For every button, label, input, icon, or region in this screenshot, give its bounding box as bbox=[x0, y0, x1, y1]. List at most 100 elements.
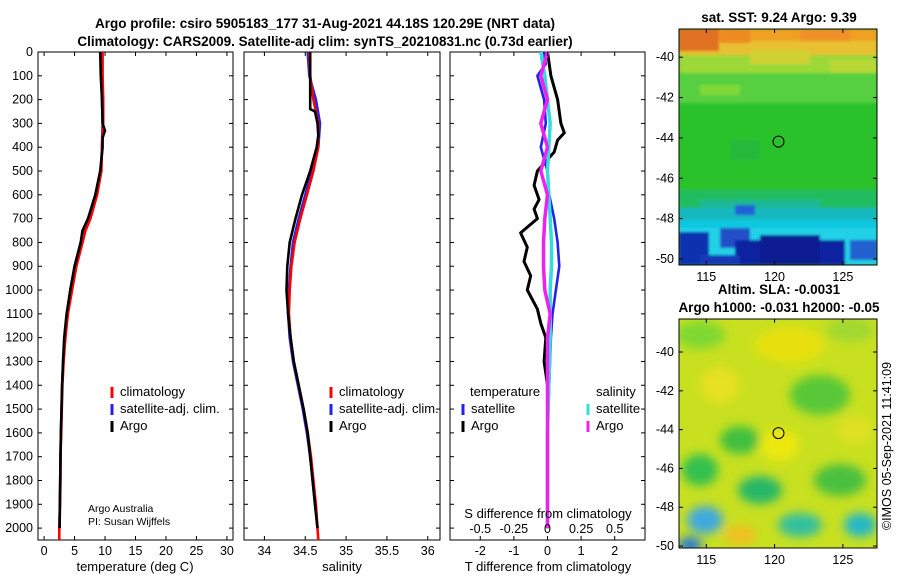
x2-tick-label: -0.25 bbox=[500, 522, 529, 536]
map-y-tick-label: -50 bbox=[656, 252, 674, 266]
depth-tick-label: 600 bbox=[12, 188, 33, 202]
legend-label: Argo bbox=[339, 418, 366, 433]
x-tick-label: 34 bbox=[257, 544, 271, 558]
depth-tick-label: 300 bbox=[12, 116, 33, 130]
salinity-panel: 34 34.5 35 35.5 36 climatology satellite-adj. … bbox=[257, 51, 439, 558]
series-argo bbox=[58, 51, 107, 529]
credit-line-2: PI: Susan Wijffels bbox=[88, 516, 170, 528]
x-tick-label: 0 bbox=[544, 544, 551, 558]
sla-map-axes bbox=[678, 318, 878, 549]
sla-map-ticks: 115 120 125 -40 -42 -44 -46 -48 -50 bbox=[656, 319, 877, 567]
t-difference-xlabel: T difference from climatology bbox=[465, 559, 632, 574]
s-difference-xlabel: S difference from climatology bbox=[464, 506, 632, 521]
depth-tick-label: 1800 bbox=[5, 473, 33, 487]
x-tick-label: 1 bbox=[578, 544, 585, 558]
depth-tick-label: 1000 bbox=[5, 283, 33, 297]
map-x-tick-label: 120 bbox=[764, 270, 785, 284]
x-tick-label: 5 bbox=[71, 544, 78, 558]
sla-map-title: Altim. SLA: -0.0031 bbox=[718, 282, 841, 297]
depth-tick-label: 1600 bbox=[5, 426, 33, 440]
legend-salinity-title: salinity bbox=[596, 384, 636, 399]
series-climatology bbox=[287, 51, 320, 541]
x2-tick-label: 0.5 bbox=[606, 522, 623, 536]
x-tick-label: 20 bbox=[159, 544, 173, 558]
depth-tick-label: 500 bbox=[12, 164, 33, 178]
x-tick-label: 25 bbox=[189, 544, 203, 558]
x-tick-label: 34.5 bbox=[293, 544, 317, 558]
sla-argo-marker bbox=[772, 427, 785, 440]
map-y-tick-label: -46 bbox=[656, 461, 674, 475]
legend-temperature-title: temperature bbox=[470, 384, 540, 399]
depth-tick-label: 1900 bbox=[5, 497, 33, 511]
x-tick-label: -2 bbox=[475, 544, 486, 558]
legend-label: satellite-adj. clim. bbox=[339, 401, 439, 416]
legend-label: climatology bbox=[339, 384, 405, 399]
map-y-tick-label: -42 bbox=[656, 91, 674, 105]
series-satellite-adj-clim- bbox=[58, 51, 104, 529]
x-tick-label: 15 bbox=[129, 544, 143, 558]
depth-tick-label: 1700 bbox=[5, 450, 33, 464]
legend-label: Argo bbox=[471, 418, 498, 433]
x-tick-label: 36 bbox=[421, 544, 435, 558]
depth-tick-label: 100 bbox=[12, 69, 33, 83]
sst-map-ticks: 115 120 125 -40 -42 -44 -46 -48 -50 bbox=[656, 29, 877, 284]
difference-panel: -2 -1 0 1 2 -0.5 -0.25 0 0.25 0.5 temperature satel… bbox=[461, 51, 640, 558]
depth-tick-label: 2000 bbox=[5, 521, 33, 535]
map-y-tick-label: -40 bbox=[656, 50, 674, 64]
legend-label: climatology bbox=[120, 384, 186, 399]
map-y-tick-label: -48 bbox=[656, 500, 674, 514]
temperature-panel: 0 5 10 15 20 25 30 climatology satellite-adj. cl… bbox=[41, 51, 234, 558]
legend-label: satellite-adj. clim. bbox=[120, 401, 220, 416]
temperature-axes bbox=[37, 51, 234, 541]
watermark: ©IMOS 05-Sep-2021 11:41:09 bbox=[880, 362, 894, 530]
credit-line-1: Argo Australia bbox=[88, 503, 154, 515]
x-tick-label: 2 bbox=[611, 544, 618, 558]
title-line-2: Climatology: CARS2009. Satellite-adj cli… bbox=[77, 34, 572, 49]
map-x-tick-label: 125 bbox=[832, 270, 853, 284]
map-y-tick-label: -40 bbox=[656, 345, 674, 359]
x-tick-label: 35.5 bbox=[375, 544, 399, 558]
x-tick-label: 35 bbox=[339, 544, 353, 558]
series-satellite-adj-clim- bbox=[286, 51, 322, 529]
map-y-tick-label: -50 bbox=[656, 539, 674, 553]
map-y-tick-label: -48 bbox=[656, 212, 674, 226]
depth-axis: 0 100 200 300 400 500 600 700 800 900 1000 1100 1200… bbox=[5, 45, 645, 535]
sst-map-axes bbox=[678, 28, 878, 266]
map-y-tick-label: -44 bbox=[656, 131, 674, 145]
sst-argo-marker bbox=[772, 135, 785, 148]
legend-label: Argo bbox=[120, 418, 147, 433]
map-x-tick-label: 125 bbox=[832, 553, 853, 567]
map-y-tick-label: -44 bbox=[656, 423, 674, 437]
x-tick-label: 10 bbox=[98, 544, 112, 558]
x2-tick-label: 0.25 bbox=[569, 522, 593, 536]
depth-tick-label: 700 bbox=[12, 212, 33, 226]
sla-map-subtitle: Argo h1000: -0.031 h2000: -0.05 bbox=[678, 300, 880, 315]
series-s-argo bbox=[539, 51, 552, 529]
series-t-argo bbox=[519, 51, 566, 529]
x-tick-label: -1 bbox=[508, 544, 519, 558]
map-x-tick-label: 120 bbox=[764, 553, 785, 567]
depth-tick-label: 1400 bbox=[5, 378, 33, 392]
map-y-tick-label: -46 bbox=[656, 171, 674, 185]
sla-heatmap bbox=[679, 319, 877, 548]
legend-label: satellite bbox=[471, 401, 515, 416]
series-climatology bbox=[57, 52, 105, 540]
depth-tick-label: 1500 bbox=[5, 402, 33, 416]
map-x-tick-label: 115 bbox=[696, 270, 716, 284]
salinity-xlabel: salinity bbox=[322, 559, 362, 574]
depth-tick-label: 1100 bbox=[6, 307, 33, 321]
sst-heatmap bbox=[679, 29, 877, 265]
salinity-axes bbox=[243, 51, 441, 541]
map-x-tick-label: 115 bbox=[696, 553, 716, 567]
depth-tick-label: 400 bbox=[12, 140, 33, 154]
depth-tick-label: 1300 bbox=[5, 354, 33, 368]
map-y-tick-label: -42 bbox=[656, 384, 674, 398]
legend-label: Argo bbox=[596, 418, 623, 433]
depth-tick-label: 1200 bbox=[5, 331, 33, 345]
title-line-1: Argo profile: csiro 5905183_177 31-Aug-2… bbox=[95, 16, 555, 31]
temperature-xlabel: temperature (deg C) bbox=[76, 559, 193, 574]
depth-tick-label: 200 bbox=[12, 93, 33, 107]
depth-tick-label: 800 bbox=[12, 235, 33, 249]
series-argo bbox=[285, 52, 320, 529]
